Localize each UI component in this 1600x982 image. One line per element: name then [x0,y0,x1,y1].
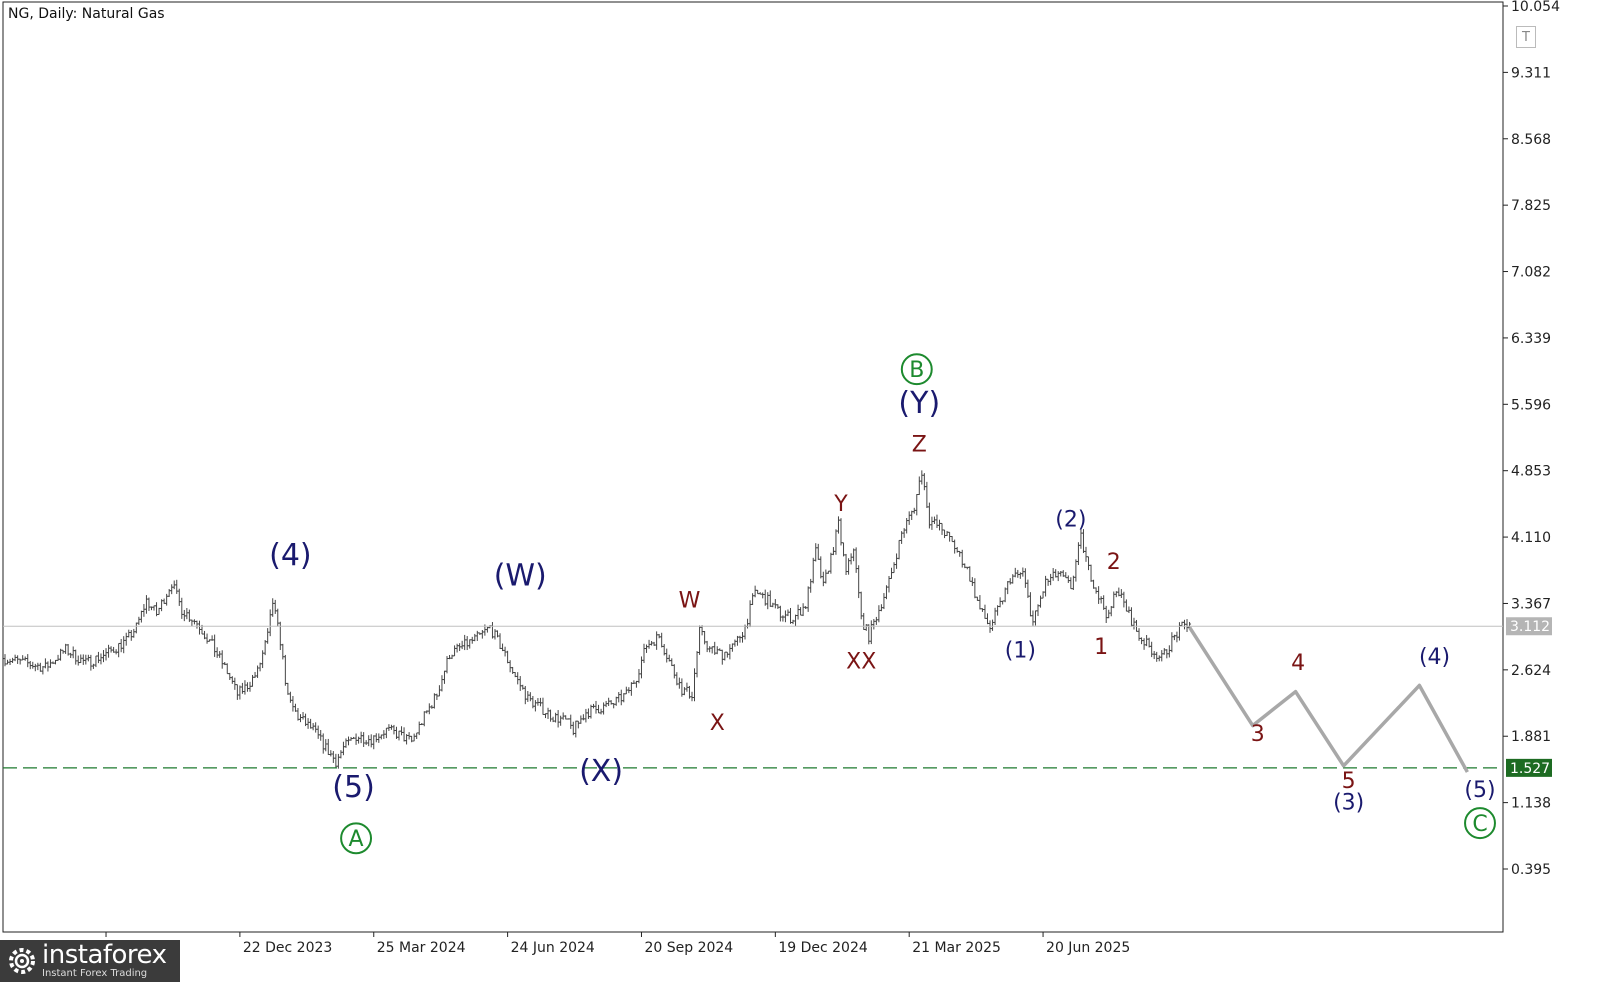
wave-label: (2) [1055,507,1086,532]
wave-label-text: 1 [1094,635,1108,660]
x-tick-label: 25 Mar 2024 [377,940,466,956]
y-tick-label: 3.367 [1511,596,1551,612]
wave-label: (5) [1464,778,1495,803]
wave-label: 1 [1094,635,1108,660]
wave-label-text: Z [912,432,927,457]
y-tick-label: 9.311 [1511,65,1551,81]
wave-label: XX [846,649,876,674]
support-price-box: 1.527 [1506,758,1552,777]
wave-label: 4 [1291,651,1305,676]
wave-label-text: 4 [1291,651,1305,676]
wave-label-text: (4) [269,538,312,573]
wave-label: 3 [1251,722,1265,747]
wave-label: X [710,711,725,736]
wave-label: (W) [494,558,547,593]
chart-frame [2,1,1504,933]
y-tick-label: 4.110 [1511,530,1551,546]
logo-gear-icon [4,943,40,979]
y-tick-label: 1.881 [1511,729,1551,745]
wave-label: (4) [1419,645,1450,670]
y-tick-label: 7.082 [1511,265,1551,281]
y-tick-label: 10.054 [1511,0,1560,15]
y-tick-label: 8.568 [1511,132,1551,148]
wave-label: (5) [332,770,375,805]
wave-label-text: (X) [579,754,623,789]
x-tick-label: 21 Mar 2025 [912,940,1001,956]
y-tick-label: 6.339 [1511,331,1551,347]
x-tick-label: 19 Dec 2024 [778,940,868,956]
x-tick-label: 20 Sep 2024 [644,940,733,956]
wave-label-text: (5) [1464,778,1495,803]
wave-label-text: (5) [332,770,375,805]
support-price-label: 1.527 [1510,761,1550,777]
wave-label: 5 [1342,769,1356,794]
wave-label: (1) [1005,639,1036,664]
wave-label-text: Y [833,492,848,517]
x-tick-label: 20 Jun 2025 [1046,940,1130,956]
wave-label: C [1464,807,1496,840]
y-tick-label: 4.853 [1511,464,1551,480]
x-tick-label: 22 Dec 2023 [243,940,332,956]
wave-annotations: (4) (5) A (W) (X) W X Y XX B (Y) Z (1) (2) 1 2 3 4 (4) 5(3)… [269,353,1496,855]
price-bars [3,470,1192,769]
projection-path [1188,626,1469,773]
wave-label-text: (1) [1005,639,1036,664]
wave-label: (4) [269,538,312,573]
wave-label: W [679,589,701,614]
current-price-box: 3.112 [1506,617,1552,636]
logo-tagline: Instant Forex Trading [42,968,148,979]
y-tick-label: 5.596 [1511,397,1551,413]
y-tick-label: 0.395 [1511,862,1551,878]
wave-label: 2 [1107,550,1121,575]
reference-lines [3,625,1503,769]
wave-label-text: (4) [1419,645,1450,670]
wave-label-text: A [349,827,364,852]
text-tool-button[interactable]: T [1516,26,1536,48]
wave-label-text: X [710,711,725,736]
wave-label-text: W [679,589,701,614]
wave-label: (3) [1333,791,1364,816]
instaforex-logo: instaforex Instant Forex Trading [0,940,180,982]
wave-label-text: (Y) [898,386,940,421]
wave-label: Z [912,432,927,457]
y-tick-label: 7.825 [1511,198,1551,214]
wave-label-text: B [909,358,924,383]
current-price-label: 3.112 [1510,619,1550,635]
wave-label: B [900,353,933,386]
projection-line [1188,626,1469,773]
logo-name: instaforex [42,940,167,970]
wave-label-text: (3) [1333,791,1364,816]
x-tick-label: 24 Jun 2024 [511,940,595,956]
wave-label-text: 5 [1342,769,1356,794]
wave-label-text: 3 [1251,722,1265,747]
chart-title: NG, Daily: Natural Gas [8,6,165,22]
wave-label-text: (W) [494,558,547,593]
wave-label: Y [833,492,848,517]
y-tick-label: 2.624 [1511,663,1551,679]
wave-label: A [340,822,373,855]
wave-label-text: XX [846,649,876,674]
wave-label: (Y) [898,386,940,421]
wave-label-text: 2 [1107,550,1121,575]
y-axis: 10.054 9.311 8.568 7.825 7.082 6.339 5.596 4.85… [1503,0,1560,878]
wave-label-text: C [1472,812,1487,837]
wave-label: (X) [579,754,623,789]
wave-label-text: (2) [1055,507,1086,532]
y-tick-label: 1.138 [1511,796,1551,812]
